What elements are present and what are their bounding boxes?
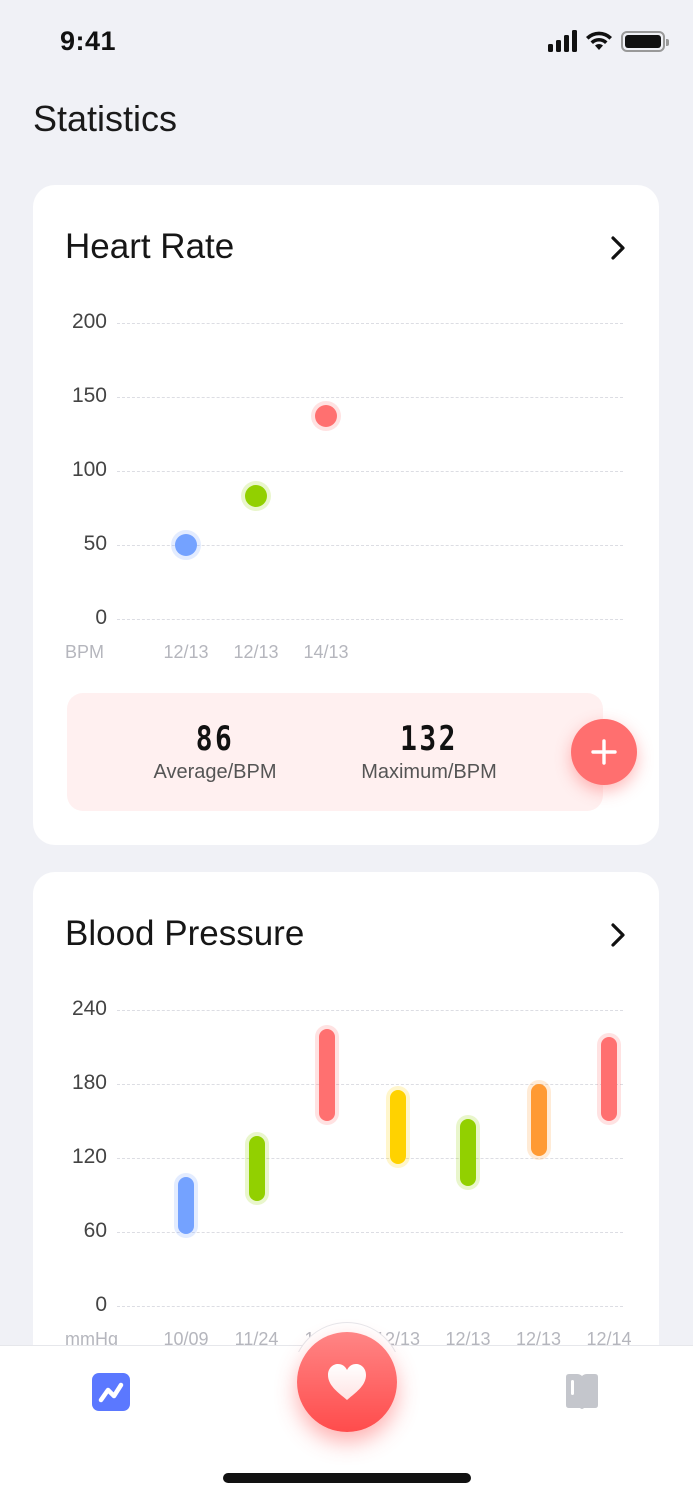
blood-pressure-card[interactable]: Blood Pressure 240 180 120 60 0 mmHg 10/09 11/2… bbox=[33, 872, 659, 1392]
maximum-label: Maximum/BPM bbox=[361, 761, 497, 783]
status-time: 9:41 bbox=[60, 26, 117, 56]
plus-icon bbox=[591, 739, 617, 765]
tab-journal[interactable] bbox=[563, 1373, 601, 1411]
gridline bbox=[117, 1084, 623, 1085]
x-axis-tick: 12/13 bbox=[445, 1329, 491, 1349]
cellular-signal-icon bbox=[548, 30, 577, 52]
average-label: Average/BPM bbox=[153, 761, 277, 783]
heart-rate-card[interactable]: Heart Rate 200 150 100 50 0 BPM 12/13 12/13 14/1… bbox=[33, 185, 659, 845]
range-bar bbox=[248, 1135, 265, 1202]
x-axis-tick: 10/09 bbox=[163, 1329, 209, 1349]
y-axis-tick: 150 bbox=[71, 384, 107, 407]
wifi-icon bbox=[586, 31, 612, 50]
heart-rate-summary: 86 Average/BPM 132 Maximum/BPM bbox=[67, 693, 603, 811]
y-axis-tick: 120 bbox=[71, 1145, 107, 1168]
range-bar bbox=[530, 1084, 547, 1156]
status-bar: 9:41 bbox=[0, 0, 693, 80]
book-icon bbox=[566, 1374, 598, 1409]
x-axis-tick: 12/13 bbox=[233, 642, 279, 662]
gridline bbox=[117, 323, 623, 324]
y-axis-tick: 100 bbox=[71, 458, 107, 481]
range-bar bbox=[601, 1037, 617, 1121]
maximum-value: 132 bbox=[400, 719, 458, 759]
gridline bbox=[117, 1306, 623, 1307]
range-bar bbox=[319, 1028, 335, 1121]
gridline bbox=[117, 545, 623, 546]
home-indicator[interactable] bbox=[223, 1473, 471, 1483]
data-point bbox=[175, 534, 197, 556]
y-axis-tick: 0 bbox=[95, 1293, 107, 1316]
chevron-right-icon[interactable] bbox=[607, 233, 629, 263]
y-axis-tick: 240 bbox=[71, 997, 107, 1020]
data-point bbox=[315, 405, 337, 428]
y-axis-tick: 50 bbox=[83, 532, 107, 555]
gridline bbox=[117, 1010, 623, 1011]
gridline bbox=[117, 619, 623, 620]
blood-pressure-title: Blood Pressure bbox=[65, 914, 305, 953]
data-point bbox=[245, 485, 267, 508]
x-axis-tick: 14/13 bbox=[303, 642, 349, 662]
tab-statistics[interactable] bbox=[92, 1373, 130, 1411]
range-bar bbox=[389, 1090, 406, 1165]
chart-line-icon bbox=[92, 1373, 130, 1411]
range-bar bbox=[460, 1118, 476, 1187]
gridline bbox=[117, 471, 623, 472]
heart-icon bbox=[328, 1364, 366, 1400]
gridline bbox=[117, 1232, 623, 1233]
y-unit-label: mmHg bbox=[65, 1329, 118, 1349]
x-axis-tick: 12/13 bbox=[515, 1329, 562, 1349]
gridline bbox=[117, 397, 623, 398]
y-axis-tick: 200 bbox=[71, 310, 107, 333]
average-value: 86 bbox=[195, 719, 235, 759]
x-axis-tick: 11/24 bbox=[234, 1329, 279, 1349]
maximum-stat: 132 Maximum/BPM bbox=[329, 719, 529, 784]
x-axis-tick: 12/14 bbox=[586, 1329, 632, 1349]
heart-rate-title: Heart Rate bbox=[65, 227, 235, 266]
chevron-right-icon[interactable] bbox=[607, 920, 629, 950]
page-title: Statistics bbox=[33, 98, 178, 139]
x-axis-tick: 12/13 bbox=[163, 642, 209, 662]
gridline bbox=[117, 1158, 623, 1159]
y-axis-tick: 60 bbox=[83, 1219, 107, 1242]
y-axis-tick: 180 bbox=[71, 1071, 107, 1094]
y-axis-tick: 0 bbox=[95, 606, 107, 629]
battery-icon bbox=[621, 30, 669, 52]
y-unit-label: BPM bbox=[65, 642, 105, 662]
add-measurement-button[interactable] bbox=[571, 719, 637, 785]
range-bar bbox=[178, 1176, 194, 1235]
measure-heart-button[interactable] bbox=[297, 1332, 397, 1432]
average-stat: 86 Average/BPM bbox=[115, 719, 315, 784]
status-icons bbox=[548, 30, 669, 52]
